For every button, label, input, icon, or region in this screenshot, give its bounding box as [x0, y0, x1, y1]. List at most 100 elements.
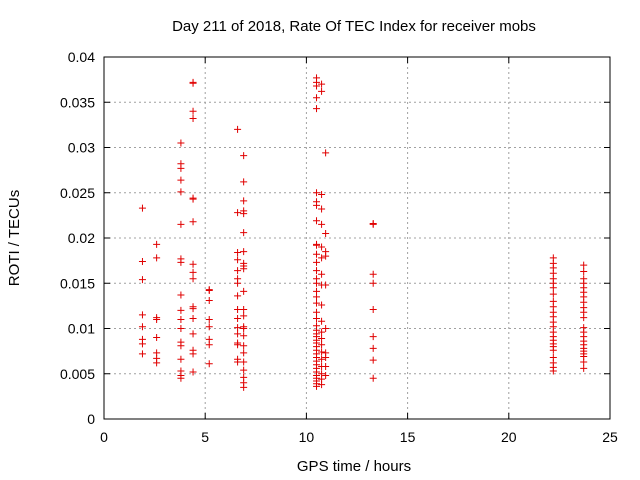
data-point-marker — [369, 374, 377, 382]
data-point-marker — [318, 243, 326, 251]
data-point-marker — [189, 305, 197, 313]
data-point-marker — [177, 342, 185, 350]
data-point-marker — [234, 267, 242, 275]
y-tick-label: 0 — [87, 411, 95, 427]
data-point-marker — [189, 107, 197, 115]
data-point-marker — [240, 248, 248, 256]
data-point-marker — [313, 308, 321, 316]
data-point-marker — [240, 229, 248, 237]
data-point-marker — [549, 367, 557, 375]
data-point-marker — [138, 340, 146, 348]
data-point-marker — [240, 332, 248, 340]
grid-lines — [104, 57, 610, 419]
data-point-marker — [177, 306, 185, 314]
data-point-marker — [240, 366, 248, 374]
data-point-marker — [580, 314, 588, 322]
data-point-marker — [205, 286, 213, 294]
data-point-marker — [322, 325, 330, 332]
data-point-marker — [318, 191, 326, 199]
data-point-marker — [549, 284, 557, 292]
data-point-marker — [313, 250, 321, 258]
data-point-marker — [318, 254, 326, 262]
y-tick-label: 0.025 — [60, 185, 95, 201]
data-point-marker — [240, 287, 248, 295]
data-point-marker — [234, 292, 242, 300]
data-point-marker — [318, 317, 326, 325]
data-point-marker — [313, 82, 321, 90]
data-point-marker — [322, 149, 330, 157]
data-point-marker — [369, 279, 377, 287]
data-point-marker — [240, 197, 248, 205]
data-point-marker — [177, 315, 185, 323]
y-tick-label: 0.02 — [68, 230, 95, 246]
data-point-marker — [177, 188, 185, 196]
y-tick-label: 0.01 — [68, 321, 95, 337]
data-point-marker — [318, 341, 326, 349]
data-point-marker — [205, 296, 213, 304]
data-point-marker — [240, 178, 248, 186]
data-point-marker — [580, 261, 588, 269]
data-point-marker — [138, 311, 146, 319]
data-point-marker — [240, 383, 248, 391]
data-point-marker — [189, 195, 197, 203]
data-point-marker — [318, 334, 326, 342]
x-tick-label: 10 — [299, 429, 315, 445]
y-tick-label: 0.03 — [68, 140, 95, 156]
axis-ticks — [103, 56, 611, 420]
data-point-marker — [177, 291, 185, 299]
data-point-marker — [322, 353, 330, 361]
data-point-marker — [177, 258, 185, 266]
data-point-marker — [580, 267, 588, 275]
data-point-marker — [138, 204, 146, 212]
data-point-marker — [189, 218, 197, 226]
data-point-marker — [369, 333, 377, 341]
chart-title: Day 211 of 2018, Rate Of TEC Index for r… — [172, 18, 536, 35]
data-point-marker — [234, 248, 242, 256]
data-point-marker — [177, 139, 185, 147]
data-point-marker — [153, 334, 161, 342]
data-point-marker — [177, 164, 185, 172]
data-point-marker — [322, 252, 330, 260]
data-point-marker — [240, 325, 248, 332]
data-point-marker — [313, 293, 321, 301]
data-point-marker — [234, 279, 242, 287]
data-point-marker — [189, 330, 197, 338]
data-point-marker — [313, 267, 321, 275]
data-point-marker — [240, 265, 248, 273]
data-point-marker — [153, 254, 161, 262]
data-point-marker — [313, 217, 321, 225]
data-point-marker — [318, 301, 326, 309]
y-tick-labels: 0 0.005 0.01 0.015 0.02 0.025 0.03 0.035 0.04 — [60, 49, 95, 427]
data-point-marker — [234, 330, 242, 338]
data-point-marker — [234, 324, 242, 332]
data-point-marker — [234, 125, 242, 133]
data-point-marker — [313, 315, 321, 323]
data-point-marker — [313, 382, 321, 390]
y-tick-label: 0.035 — [60, 94, 95, 110]
data-point-marker — [240, 349, 248, 357]
data-point-marker — [313, 94, 321, 102]
data-point-marker — [234, 341, 242, 349]
data-point-marker — [177, 355, 185, 363]
data-point-marker — [205, 341, 213, 349]
x-axis-label: GPS time / hours — [297, 458, 411, 475]
data-point-marker — [189, 275, 197, 283]
data-point-marker — [322, 281, 330, 289]
data-points — [138, 74, 588, 391]
data-point-marker — [549, 290, 557, 298]
data-point-marker — [240, 210, 248, 218]
data-point-marker — [313, 189, 321, 197]
x-tick-label: 0 — [100, 429, 108, 445]
data-point-marker — [313, 201, 321, 209]
x-tick-label: 25 — [602, 429, 618, 445]
y-tick-label: 0.005 — [60, 366, 95, 382]
data-point-marker — [189, 268, 197, 276]
data-point-marker — [313, 105, 321, 113]
data-point-marker — [138, 258, 146, 266]
data-point-marker — [177, 176, 185, 184]
data-point-marker — [189, 350, 197, 358]
data-point-marker — [177, 220, 185, 228]
data-point-marker — [318, 205, 326, 213]
